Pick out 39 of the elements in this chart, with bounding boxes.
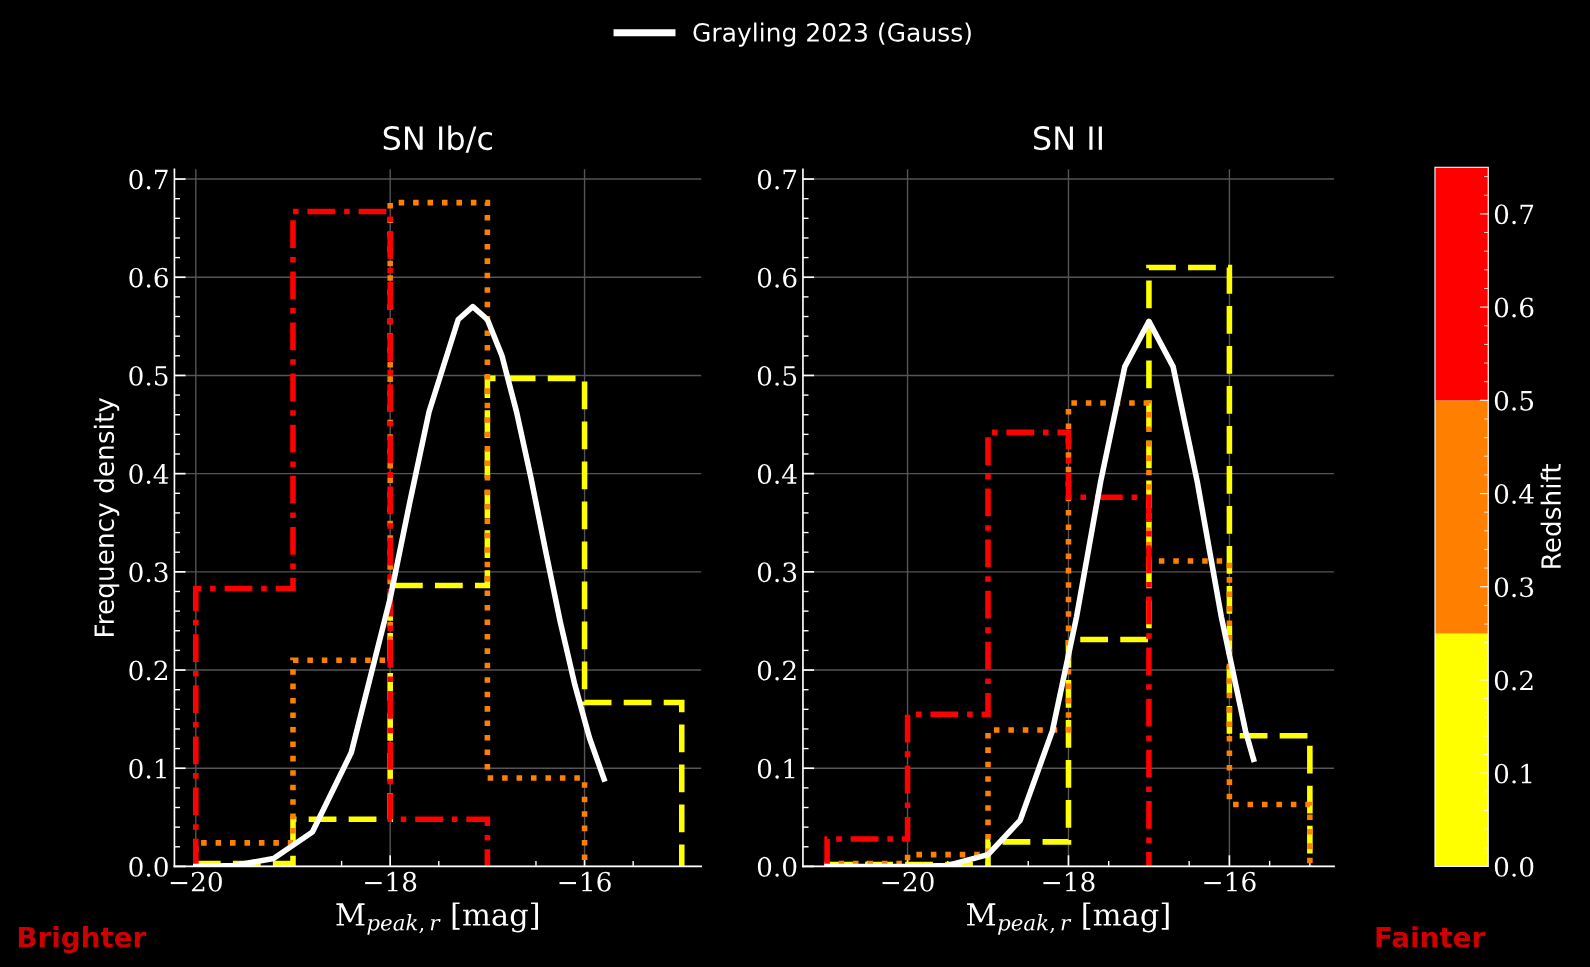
y-tick-label: 0.3	[757, 562, 797, 583]
y-tick-label: 0.4	[757, 464, 797, 485]
color-bar-label: 0.7	[1494, 204, 1534, 225]
y-tick-label: 0.3	[129, 562, 168, 583]
y-tick-label: 0.0	[129, 856, 168, 877]
y-tick-label: 0.2	[129, 660, 167, 681]
y-tick-label: 0.4	[129, 464, 169, 485]
text: Fainter	[1376, 926, 1486, 948]
y-tick-label: 0.7	[129, 169, 168, 190]
y-tick-label: 0.1	[757, 758, 795, 779]
y-tick-label: 0.2	[757, 660, 796, 681]
x-tick-label: −16	[559, 871, 611, 892]
color-bar-label: 0.6	[1494, 297, 1534, 318]
y-tick-label: 0.5	[757, 365, 797, 386]
y-tick-label: 0.6	[757, 267, 797, 288]
x-tick-label: −18	[1043, 871, 1095, 892]
y-tick-label: 0.6	[129, 267, 168, 288]
chart-title: SN Ib/c	[383, 125, 492, 153]
legend-label: Grayling 2023 (Gauss)	[693, 22, 971, 47]
x-tick-label: −20	[170, 871, 222, 892]
y-tick-label: 0.7	[757, 169, 797, 190]
x-tick-label: −16	[1204, 871, 1256, 892]
y-tick-label: 0.5	[129, 365, 168, 386]
color-bar-label: 0.0	[1494, 856, 1534, 877]
color-bar-label: 0.1	[1494, 763, 1532, 784]
color-bar-label: 0.3	[1494, 577, 1534, 598]
color-bar-label: 0.5	[1494, 390, 1534, 411]
text: Brighter	[18, 926, 147, 954]
x-axis-title: M$_{peak,r}$ [mag]	[336, 902, 539, 935]
color-bar-title: Redshift	[1540, 463, 1562, 568]
color-bar-label: 0.2	[1494, 670, 1533, 691]
y-tick-label: 0.1	[129, 758, 166, 779]
color-bar-label: 0.4	[1494, 484, 1534, 504]
x-axis-title: M$_{peak,r}$ [mag]	[967, 902, 1169, 935]
y-tick-label: 0.0	[757, 856, 797, 877]
x-tick-label: −18	[365, 871, 417, 892]
chart-title: SN II	[1034, 126, 1102, 151]
y-axis-title: Frequency density	[93, 397, 120, 636]
x-tick-label: −20	[882, 871, 934, 892]
